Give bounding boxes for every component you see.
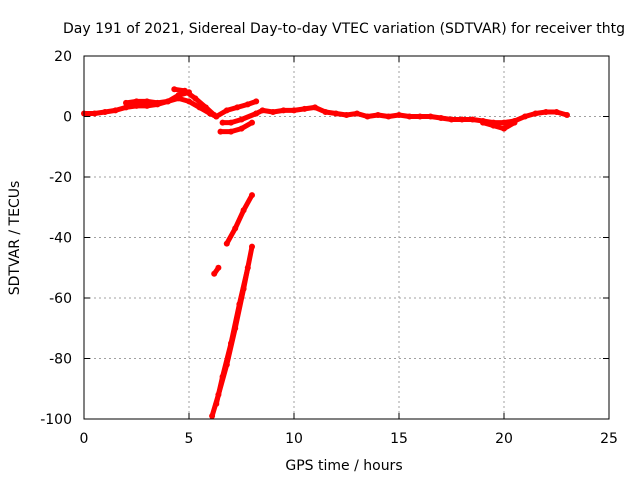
data-point	[219, 119, 226, 126]
data-point	[532, 110, 539, 117]
data-point	[301, 105, 308, 112]
data-point	[417, 113, 423, 120]
data-point	[244, 264, 251, 271]
data-series	[480, 120, 517, 132]
data-point	[228, 128, 234, 135]
x-tick-label: 25	[600, 431, 618, 447]
data-point	[511, 119, 518, 126]
data-point	[259, 107, 266, 114]
data-point	[253, 110, 260, 117]
data-point	[175, 92, 182, 99]
data-point	[112, 107, 119, 114]
data-point	[270, 109, 276, 115]
data-point	[343, 112, 350, 118]
data-point	[223, 107, 230, 114]
data-point	[322, 109, 329, 115]
data-point	[181, 87, 188, 94]
data-point	[396, 112, 402, 118]
data-point	[564, 112, 570, 118]
data-point	[192, 95, 199, 102]
data-point	[154, 99, 161, 106]
data-point	[490, 122, 497, 129]
y-tick-label: -20	[49, 170, 72, 186]
data-point	[244, 101, 251, 108]
data-point	[133, 102, 140, 109]
x-axis-label: GPS time / hours	[285, 458, 402, 474]
y-tick-label: 20	[54, 49, 72, 65]
data-point	[501, 125, 507, 132]
y-axis-label: SDTVAR / TECUs	[7, 181, 23, 296]
data-point	[228, 119, 234, 126]
data-point	[223, 240, 230, 247]
data-series	[224, 192, 255, 247]
data-point	[364, 113, 371, 120]
data-point	[211, 270, 218, 277]
data-point	[165, 98, 171, 105]
data-point	[501, 119, 507, 126]
data-point	[102, 109, 108, 115]
data-point	[232, 225, 239, 232]
data-point	[553, 109, 560, 115]
data-point	[213, 113, 220, 120]
y-tick-label: -60	[49, 291, 72, 307]
y-tick-label: -40	[49, 231, 72, 247]
data-point	[469, 116, 476, 123]
data-point	[480, 119, 486, 126]
data-point	[291, 107, 297, 114]
y-tick-label: -80	[49, 352, 72, 368]
x-tick-label: 5	[185, 431, 194, 447]
y-tick-label: -100	[40, 412, 72, 428]
data-point	[217, 128, 224, 135]
data-point	[213, 400, 220, 407]
data-point	[312, 104, 318, 111]
data-points	[81, 86, 570, 419]
x-tick-label: 0	[80, 431, 89, 447]
data-point	[133, 98, 140, 105]
data-point	[354, 110, 360, 117]
grid	[84, 56, 609, 419]
data-point	[249, 119, 255, 126]
data-point	[427, 113, 434, 120]
data-point	[280, 107, 287, 114]
data-point	[215, 264, 222, 271]
data-point	[385, 113, 392, 120]
y-tick-label: 0	[63, 110, 72, 126]
data-point	[144, 102, 150, 109]
data-point	[240, 207, 247, 214]
data-point	[459, 116, 465, 123]
axis-ticks: 0 5 10 15 20 25 -100 -80 -60 -40 -20 0 20	[40, 49, 618, 447]
data-series	[218, 120, 255, 135]
data-point	[219, 373, 226, 380]
data-point	[171, 86, 178, 93]
x-tick-label: 20	[495, 431, 513, 447]
data-point	[522, 113, 528, 120]
data-point	[438, 115, 444, 121]
data-point	[238, 125, 245, 132]
data-point	[144, 98, 150, 105]
data-point	[186, 98, 192, 105]
chart-title: Day 191 of 2021, Sidereal Day-to-day VTE…	[63, 21, 625, 37]
data-point	[123, 99, 129, 106]
data-point	[209, 413, 216, 419]
data-point	[91, 110, 98, 117]
data-point	[543, 109, 549, 115]
data-point	[249, 192, 255, 199]
x-tick-label: 10	[285, 431, 303, 447]
data-point	[406, 113, 413, 120]
data-series	[213, 265, 251, 407]
data-point	[202, 104, 209, 111]
data-point	[375, 112, 381, 118]
data-point	[228, 340, 234, 347]
data-point	[234, 104, 241, 111]
data-point	[253, 98, 260, 105]
data-series	[220, 111, 259, 126]
data-point	[249, 243, 255, 250]
data-point	[238, 116, 245, 123]
data-point	[448, 116, 455, 123]
data-point	[236, 301, 243, 308]
data-point	[333, 110, 339, 117]
data-point	[123, 104, 129, 111]
x-tick-label: 15	[390, 431, 408, 447]
